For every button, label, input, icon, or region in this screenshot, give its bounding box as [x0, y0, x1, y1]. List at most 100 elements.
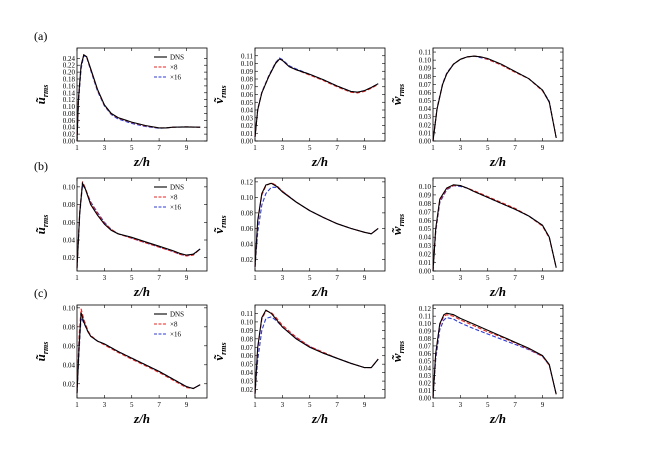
- y-axis-label-sub: rms: [41, 85, 50, 97]
- y-tick-label: 0.04: [63, 361, 76, 369]
- x-axis-label: z/h: [489, 154, 506, 169]
- y-tick-label: 0.07: [419, 81, 432, 89]
- x-tick-label: 1: [431, 401, 435, 409]
- y-tick-label: 0.00: [419, 395, 432, 403]
- y-tick-label: 0.07: [241, 344, 254, 352]
- legend-label: DNS: [170, 54, 184, 62]
- y-axis-label-sub: rms: [41, 215, 50, 227]
- y-tick-label: 0.02: [241, 122, 254, 130]
- y-tick-label: 0.04: [419, 365, 432, 373]
- panel-a-w: 1 3 5 7 90.000.010.020.030.040.050.060.070.0…: [389, 47, 564, 169]
- x-tick-label: 9: [541, 401, 545, 409]
- y-tick-label: 0.04: [419, 105, 432, 113]
- y-tick-label: 0.09: [241, 327, 254, 335]
- series-line-dns: [76, 312, 201, 394]
- row-label: (a): [34, 29, 47, 43]
- x-tick-label: 5: [308, 401, 312, 409]
- x-axis-label: z/h: [311, 284, 328, 299]
- y-axis-label: ṽrms: [211, 85, 228, 103]
- x-tick-label: 7: [157, 274, 161, 282]
- series-line-x16: [76, 54, 201, 142]
- legend-label: ×16: [170, 204, 181, 212]
- y-tick-label: 0.14: [63, 89, 76, 97]
- x-tick-label: 9: [363, 274, 367, 282]
- y-tick-label: 0.01: [419, 259, 432, 267]
- y-axis-label-main: ṽ: [211, 227, 226, 234]
- y-tick-label: 0.04: [63, 237, 76, 245]
- x-tick-label: 3: [281, 401, 285, 409]
- x-tick-label: 5: [308, 274, 312, 282]
- y-tick-label: 0.05: [419, 97, 432, 105]
- y-axis-label-main: w̃: [389, 353, 404, 362]
- y-tick-label: 0.06: [63, 219, 76, 227]
- y-tick-label: 0.09: [419, 328, 432, 336]
- y-axis-label-sub: rms: [219, 342, 228, 354]
- y-tick-label: 0.00: [419, 138, 432, 146]
- y-tick-label: 0.07: [419, 342, 432, 350]
- series-line-x8: [254, 58, 379, 138]
- legend-label: ×8: [170, 64, 178, 72]
- y-tick-label: 0.06: [241, 91, 254, 99]
- y-tick-label: 0.10: [63, 183, 76, 191]
- legend-label: ×16: [170, 74, 181, 82]
- y-tick-label: 0.03: [419, 242, 432, 250]
- y-tick-label: 0.00: [241, 138, 254, 146]
- series-line-x16: [254, 316, 379, 394]
- y-tick-label: 0.07: [419, 208, 432, 216]
- y-tick-label: 0.00: [63, 138, 76, 146]
- y-tick-label: 0.05: [419, 225, 432, 233]
- panel-b-w: 1 3 5 7 90.000.010.020.030.040.050.060.070.0…: [389, 177, 564, 299]
- x-tick-label: 5: [486, 144, 490, 152]
- y-tick-label: 0.09: [419, 65, 432, 73]
- row-label: (b): [34, 159, 48, 173]
- series-line-dns: [432, 184, 557, 272]
- plot-frame: [76, 304, 208, 399]
- panel-b-v: 1 3 5 7 9 0.02 0.04 0.06 0.08 0.10 0.12 z/h ṽrms: [211, 177, 386, 299]
- x-tick-label: 9: [541, 274, 545, 282]
- y-axis-label-main: ṽ: [211, 97, 226, 104]
- y-tick-label: 0.02: [63, 380, 76, 388]
- series-line-x16: [254, 57, 379, 138]
- y-tick-label: 0.03: [241, 114, 254, 122]
- x-tick-label: 7: [513, 274, 517, 282]
- x-tick-label: 9: [185, 401, 189, 409]
- legend: DNS ×8 ×16: [154, 184, 184, 212]
- y-tick-label: 0.18: [63, 76, 76, 84]
- x-axis-label: z/h: [489, 284, 506, 299]
- y-axis-label-main: w̃: [389, 96, 404, 105]
- x-tick-label: 7: [157, 401, 161, 409]
- y-tick-label: 0.08: [63, 323, 76, 331]
- y-tick-label: 0.11: [241, 310, 253, 318]
- y-axis-label-main: ũ: [33, 227, 48, 234]
- series-line-x8: [76, 54, 201, 142]
- x-tick-label: 7: [335, 401, 339, 409]
- x-axis-label: z/h: [311, 411, 328, 426]
- x-tick-label: 7: [335, 274, 339, 282]
- x-tick-label: 3: [281, 144, 285, 152]
- x-tick-label: 3: [103, 401, 107, 409]
- y-tick-label: 0.12: [63, 96, 76, 104]
- x-tick-label: 7: [335, 144, 339, 152]
- x-tick-label: 9: [185, 144, 189, 152]
- series-line-x8: [76, 308, 201, 394]
- legend-label: DNS: [170, 311, 184, 319]
- y-tick-label: 0.06: [419, 350, 432, 358]
- series-line-x16: [76, 317, 201, 394]
- x-tick-label: 1: [75, 401, 79, 409]
- x-tick-label: 3: [103, 274, 107, 282]
- y-tick-label: 0.01: [241, 130, 254, 138]
- x-tick-label: 9: [541, 144, 545, 152]
- series-line-dns: [254, 58, 379, 138]
- y-tick-label: 0.22: [63, 62, 76, 70]
- x-tick-label: 3: [103, 144, 107, 152]
- y-tick-label: 0.08: [63, 110, 76, 118]
- y-axis-label: w̃rms: [389, 84, 406, 105]
- y-tick-label: 0.10: [241, 194, 254, 202]
- y-tick-label: 0.03: [419, 113, 432, 121]
- y-tick-label: 0.06: [419, 89, 432, 97]
- y-tick-label: 0.02: [241, 386, 254, 394]
- series-line-x16: [254, 186, 379, 268]
- x-tick-label: 3: [281, 274, 285, 282]
- y-tick-label: 0.06: [63, 117, 76, 125]
